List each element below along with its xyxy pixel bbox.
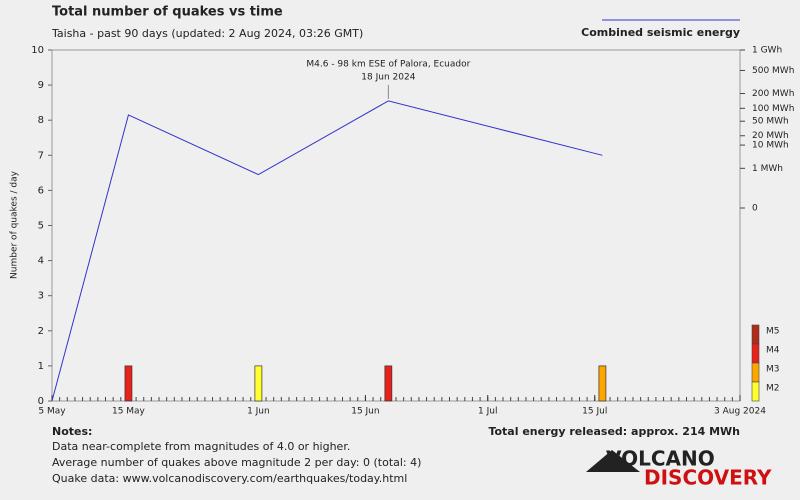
magnitude-label: M3 xyxy=(766,365,780,375)
quake-bar xyxy=(124,365,133,402)
note: Average number of quakes above magnitude… xyxy=(52,456,421,469)
y2-tick-label: 1 MWh xyxy=(752,164,783,174)
y-tick-label: 10 xyxy=(31,45,44,56)
y-tick-label: 8 xyxy=(38,115,44,126)
y2-tick-label: 200 MWh xyxy=(752,89,794,99)
x-tick-label: 1 Jun xyxy=(247,407,270,417)
y-tick-label: 4 xyxy=(38,256,44,267)
magnitude-label: M2 xyxy=(766,384,780,394)
y2-tick-label: 1 GWh xyxy=(752,46,782,56)
y2-tick-label: 100 MWh xyxy=(752,104,794,114)
x-tick-label: 15 Jun xyxy=(351,407,379,417)
y-tick-label: 3 xyxy=(38,291,44,302)
logo-text: DISCOVERY xyxy=(644,466,772,490)
annotation-text: M4.6 - 98 km ESE of Palora, Ecuador xyxy=(306,59,470,69)
x-tick-label: 15 Jul xyxy=(582,407,607,417)
notes-heading: Notes: xyxy=(52,425,92,438)
y2-tick-label: 500 MWh xyxy=(752,66,794,76)
x-tick-label: 5 May xyxy=(38,407,66,417)
y-tick-label: 2 xyxy=(38,326,44,337)
x-tick-label: 3 Aug 2024 xyxy=(714,407,766,417)
logo-text: VOLCANO xyxy=(606,447,715,471)
energy-total: Total energy released: approx. 214 MWh xyxy=(488,425,740,438)
note: Data near-complete from magnitudes of 4.… xyxy=(52,440,350,453)
legend-label: Combined seismic energy xyxy=(581,26,740,39)
y2-tick-label: 10 MWh xyxy=(752,141,789,151)
y-tick-label: 0 xyxy=(38,396,44,407)
y-tick-label: 9 xyxy=(38,80,44,91)
y2-tick-label: 50 MWh xyxy=(752,117,789,127)
note: Quake data: www.volcanodiscovery.com/ear… xyxy=(52,472,407,485)
y2-tick-label: 0 xyxy=(752,204,758,214)
y-tick-label: 5 xyxy=(38,221,44,232)
chart-title: Total number of quakes vs time xyxy=(52,5,283,20)
quake-bar xyxy=(384,365,393,402)
magnitude-label: M4 xyxy=(766,346,780,356)
x-tick-label: 15 May xyxy=(112,407,146,417)
magnitude-swatch xyxy=(751,381,760,402)
x-tick-label: 1 Jul xyxy=(478,407,497,417)
magnitude-swatch xyxy=(751,362,760,383)
quake-bar xyxy=(598,365,607,402)
y-axis-label: Number of quakes / day xyxy=(10,170,20,279)
y-tick-label: 6 xyxy=(38,185,44,196)
subtitle: Taisha - past 90 days (updated: 2 Aug 20… xyxy=(51,27,363,40)
magnitude-label: M5 xyxy=(766,327,780,337)
energy-line xyxy=(51,100,603,402)
magnitude-swatch xyxy=(751,343,760,364)
y2-tick-label: 20 MWh xyxy=(752,131,789,141)
y-tick-label: 1 xyxy=(38,361,44,372)
magnitude-swatch xyxy=(751,324,760,345)
quake-bar xyxy=(254,365,263,402)
logo-icon xyxy=(586,450,640,472)
y-tick-label: 7 xyxy=(38,150,44,161)
annotation-text: 18 Jun 2024 xyxy=(361,72,415,82)
